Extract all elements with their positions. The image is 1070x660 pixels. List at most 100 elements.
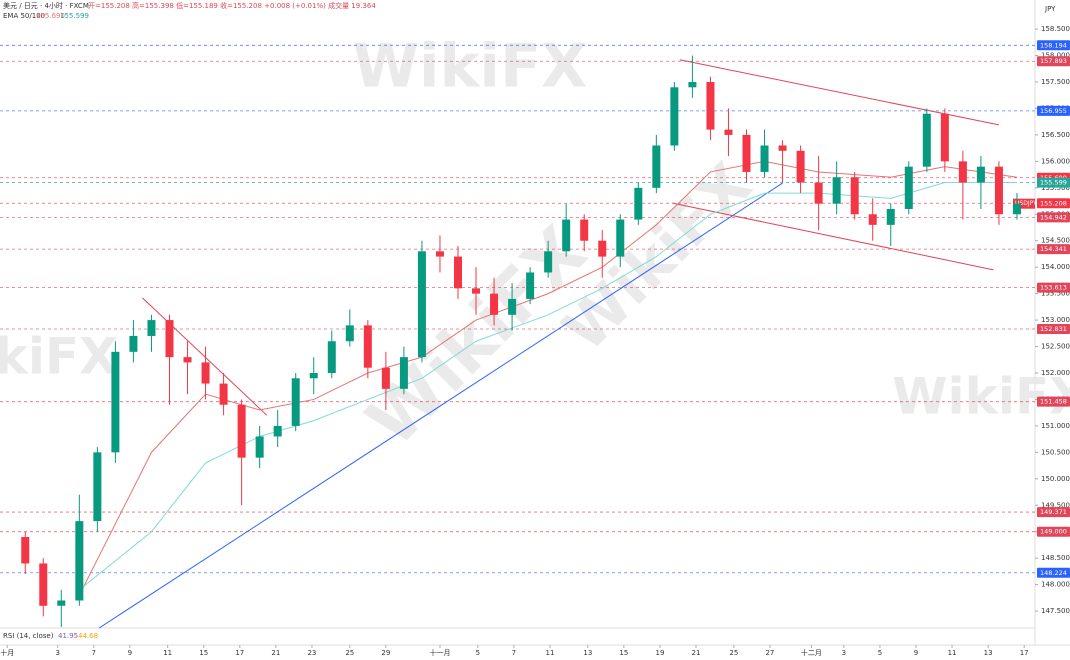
y-tick-label: 154.000	[1041, 263, 1070, 271]
y-tick-label: 154.500	[1041, 237, 1070, 245]
x-tick-label: 7	[92, 649, 96, 657]
x-tick-label: 25	[729, 649, 738, 657]
level-label: 154.942	[1040, 213, 1067, 221]
x-tick-label: 十二月	[801, 648, 822, 657]
x-tick-label: 29	[381, 649, 390, 657]
x-tick-label: 11	[545, 649, 554, 657]
level-label: 157.893	[1040, 57, 1067, 65]
level-label: 152.831	[1040, 325, 1067, 333]
watermark: WikiFX	[892, 368, 1070, 426]
level-label-box	[1037, 105, 1070, 116]
x-tick-label: 十月	[0, 648, 14, 657]
y-tick-label: 150.000	[1041, 475, 1070, 483]
candle-body	[57, 600, 66, 606]
candle-body	[850, 177, 859, 215]
candle-body	[904, 166, 913, 209]
symbol-box	[1013, 198, 1035, 209]
y-tick-label: 157.500	[1041, 78, 1070, 86]
x-tick-label: 15	[199, 649, 208, 657]
candle-body	[778, 145, 787, 151]
level-label-box	[1037, 212, 1070, 223]
x-tick-label: 9	[914, 649, 918, 657]
level-label: 155.208	[1040, 199, 1067, 207]
candle-body	[291, 378, 300, 426]
level-label-box	[1037, 396, 1070, 407]
x-tick-label: 9	[128, 649, 132, 657]
candle-body	[634, 187, 643, 220]
level-label: 154.341	[1040, 245, 1067, 253]
x-tick-label: 5	[878, 649, 882, 657]
rsi-label: RSI (14, close)	[3, 632, 54, 640]
x-tick-label: 13	[583, 649, 592, 657]
candle-body	[75, 521, 84, 601]
level-label-box	[1037, 567, 1070, 578]
candle-body	[147, 320, 156, 336]
candle-body	[472, 288, 481, 294]
candle-body	[1012, 203, 1021, 215]
level-label-box	[1037, 40, 1070, 51]
candle-body	[183, 357, 192, 363]
candle-body	[417, 251, 426, 358]
level-label-box	[1037, 198, 1070, 209]
candle-body	[886, 208, 895, 225]
ema-value: 155.690	[36, 12, 65, 20]
candle-body	[381, 367, 390, 389]
y-tick-label: 158.500	[1041, 25, 1070, 33]
candle-body	[742, 134, 751, 172]
x-tick-label: 19	[655, 649, 664, 657]
candle-body	[796, 150, 805, 183]
candle-body	[237, 404, 246, 458]
candle-body	[327, 341, 336, 373]
x-tick-label: 13	[984, 649, 993, 657]
candle-body	[165, 320, 174, 358]
watermark: WikiFX	[353, 32, 587, 102]
y-tick-label: 152.500	[1041, 343, 1070, 351]
x-tick-label: 25	[345, 649, 354, 657]
level-label: 155.599	[1040, 179, 1067, 187]
candle-body	[724, 129, 733, 135]
candle-body	[255, 436, 264, 458]
x-tick-label: 7	[512, 649, 516, 657]
candle-body	[544, 251, 553, 273]
y-tick-label: 152.000	[1041, 369, 1070, 377]
x-tick-label: 21	[692, 649, 701, 657]
y-tick-label: 148.500	[1041, 554, 1070, 562]
y-tick-label: 148.000	[1041, 581, 1070, 589]
y-tick-label: 149.500	[1041, 501, 1070, 509]
candle-body	[453, 256, 462, 289]
candle-body	[922, 113, 931, 167]
watermark: WikiFX	[0, 328, 118, 386]
level-label-box	[1037, 177, 1070, 188]
x-tick-label: 十一月	[429, 648, 450, 657]
x-tick-label: 3	[55, 649, 59, 657]
x-tick-label: 11	[163, 649, 172, 657]
x-tick-label: 11	[948, 649, 957, 657]
y-tick-label: 150.500	[1041, 448, 1070, 456]
trendline	[98, 182, 783, 629]
y-tick-label: 147.500	[1041, 607, 1070, 615]
candle-body	[958, 161, 967, 183]
symbol-label: USDJPY	[1015, 200, 1037, 207]
candle-body	[93, 452, 102, 522]
candle-body	[435, 251, 444, 257]
rsi-value: 44.68	[78, 632, 98, 640]
ema-value: 155.599	[60, 12, 89, 20]
level-label: 148.224	[1040, 569, 1067, 577]
x-tick-label: 23	[307, 649, 316, 657]
x-tick-label: 5	[476, 649, 480, 657]
level-label: 149.000	[1040, 528, 1067, 536]
level-label-box	[1037, 507, 1070, 518]
candle-body	[868, 214, 877, 225]
candle-body	[129, 335, 138, 352]
candle-body	[309, 372, 318, 379]
level-label: 149.371	[1040, 508, 1067, 516]
y-tick-label: 151.000	[1041, 422, 1070, 430]
level-label: 151.458	[1040, 398, 1067, 406]
trendline	[672, 202, 994, 271]
ema-label: EMA 50/100	[3, 12, 45, 20]
level-label: 156.955	[1040, 107, 1067, 115]
candle-body	[598, 240, 607, 257]
